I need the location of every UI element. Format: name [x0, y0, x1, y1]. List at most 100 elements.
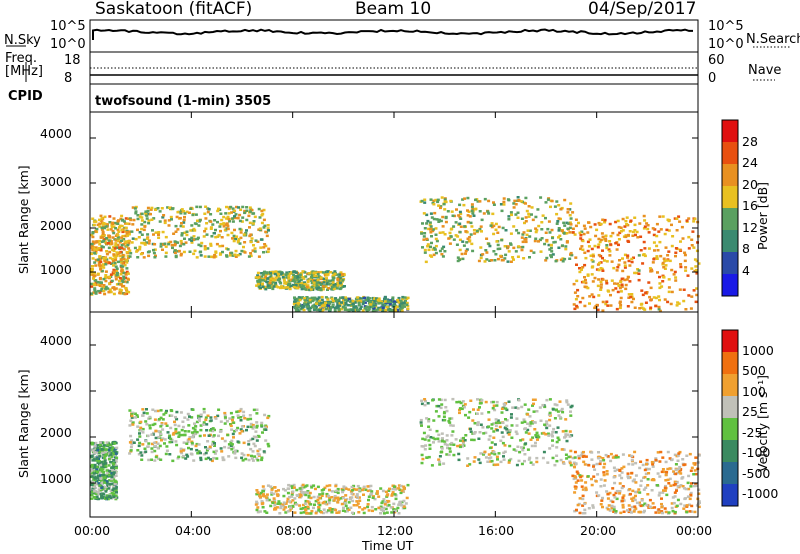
heatmap-cell: [125, 289, 129, 292]
heatmap-cell: [633, 271, 637, 275]
heatmap-cell: [327, 287, 331, 290]
heatmap-cell: [93, 496, 97, 499]
heatmap-cell: [376, 298, 380, 302]
heatmap-cell: [502, 200, 506, 204]
heatmap-cell: [202, 235, 206, 238]
heatmap-cell: [584, 455, 588, 458]
heatmap-cell: [479, 452, 483, 455]
heatmap-cell: [217, 207, 220, 211]
heatmap-cell: [501, 435, 505, 439]
heatmap-cell: [93, 463, 97, 467]
heatmap-cell: [468, 410, 472, 414]
heatmap-cell: [662, 266, 666, 269]
heatmap-cell: [287, 274, 291, 278]
heatmap-cell: [297, 273, 300, 276]
heatmap-cell: [581, 455, 585, 458]
heatmap-cell: [586, 274, 590, 277]
heatmap-cell: [253, 215, 257, 219]
heatmap-cell: [130, 230, 134, 233]
heatmap-cell: [120, 224, 124, 228]
heatmap-cell: [296, 278, 300, 281]
heatmap-cell: [213, 219, 217, 222]
heatmap-cell: [471, 212, 475, 215]
heatmap-cell: [286, 497, 290, 501]
heatmap-cell: [282, 279, 286, 282]
heatmap-cell: [556, 436, 560, 439]
heatmap-cell: [327, 501, 331, 505]
heatmap-cell: [277, 274, 281, 278]
heatmap-cell: [173, 243, 177, 247]
heatmap-cell: [586, 475, 590, 478]
heatmap-cell: [243, 209, 247, 213]
heatmap-cell: [638, 307, 642, 310]
heatmap-cell: [140, 233, 144, 236]
heatmap-cell: [287, 282, 291, 286]
heatmap-cell: [485, 237, 489, 240]
heatmap-cell: [131, 421, 135, 424]
heatmap-cell: [100, 240, 104, 243]
heatmap-cell: [487, 242, 491, 246]
heatmap-cell: [438, 455, 442, 458]
heatmap-cell: [685, 505, 689, 508]
heatmap-cell: [621, 503, 625, 507]
heatmap-cell: [122, 243, 126, 246]
heatmap-cell: [204, 227, 208, 230]
heatmap-cell: [180, 232, 184, 235]
heatmap-cell: [435, 239, 439, 243]
heatmap-cell: [146, 206, 150, 210]
heatmap-cell: [129, 449, 133, 452]
heatmap-cell: [257, 207, 261, 211]
heatmap-cell: [429, 228, 432, 231]
heatmap-cell: [398, 307, 402, 311]
heatmap-cell: [422, 431, 426, 435]
heatmap-cell: [317, 501, 321, 504]
heatmap-cell: [387, 489, 391, 492]
heatmap-cell: [325, 277, 328, 280]
heatmap-cell: [110, 455, 114, 458]
heatmap-cell: [401, 298, 405, 301]
heatmap-cell: [383, 503, 387, 506]
heatmap-cell: [330, 511, 334, 514]
heatmap-cell: [392, 502, 396, 506]
heatmap-cell: [569, 463, 573, 467]
heatmap-cell: [443, 418, 447, 422]
heatmap-cell: [565, 399, 569, 402]
heatmap-cell: [91, 449, 95, 452]
heatmap-cell: [568, 257, 572, 260]
heatmap-cell: [195, 430, 199, 434]
heatmap-cell: [194, 432, 198, 436]
heatmap-cell: [185, 233, 189, 237]
heatmap-cell: [559, 409, 563, 412]
heatmap-cell: [102, 289, 106, 293]
heatmap-cell: [190, 440, 194, 443]
freq-tick-top: 18: [64, 53, 81, 68]
heatmap-cell: [466, 209, 469, 212]
heatmap-cell: [247, 214, 251, 218]
heatmap-cell: [521, 240, 525, 244]
heatmap-cell: [397, 301, 401, 304]
heatmap-cell: [304, 491, 307, 494]
heatmap-cell: [191, 435, 195, 439]
heatmap-cell: [115, 246, 119, 249]
heatmap-cell: [643, 509, 646, 513]
heatmap-cell: [650, 298, 653, 301]
heatmap-cell: [634, 507, 638, 510]
heatmap-cell: [548, 248, 552, 251]
heatmap-cell: [337, 300, 341, 304]
heatmap-cell: [514, 250, 518, 253]
xtick-3: 12:00: [377, 523, 414, 538]
heatmap-cell: [522, 257, 526, 260]
heatmap-cell: [646, 227, 650, 231]
heatmap-cell: [316, 273, 320, 276]
heatmap-cell: [186, 412, 190, 416]
heatmap-cell: [692, 462, 696, 465]
heatmap-cell: [212, 450, 216, 454]
heatmap-cell: [170, 440, 174, 444]
heatmap-cell: [120, 278, 124, 281]
heatmap-cell: [570, 434, 574, 437]
heatmap-cell: [347, 508, 351, 511]
heatmap-cell: [108, 483, 112, 486]
heatmap-cell: [510, 213, 513, 217]
heatmap-cell: [538, 238, 542, 242]
heatmap-cell: [294, 279, 298, 282]
